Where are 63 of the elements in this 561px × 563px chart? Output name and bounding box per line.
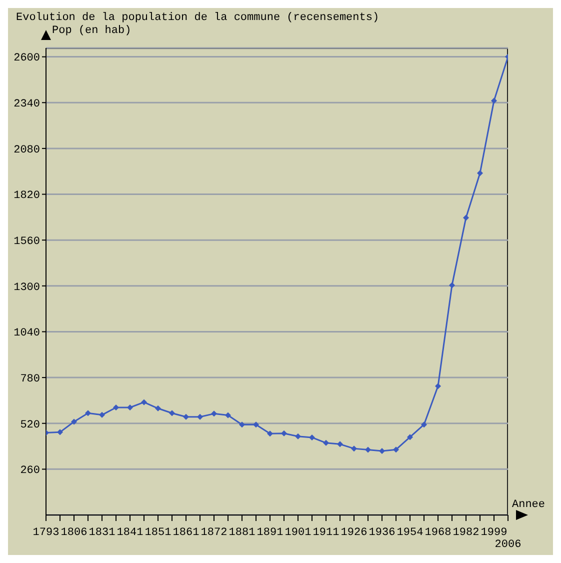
- point: [421, 422, 427, 428]
- point: [211, 410, 217, 417]
- x-tick-label: 1936: [368, 527, 396, 539]
- y-tick-label: 2080: [14, 144, 40, 156]
- point: [393, 446, 399, 453]
- point: [281, 430, 287, 436]
- point: [449, 282, 455, 288]
- x-tick-label: 1861: [172, 527, 200, 539]
- point: [337, 441, 343, 448]
- y-tick-label: 520: [20, 419, 40, 432]
- x-tick-label: 1926: [340, 527, 368, 539]
- y-tick-label: 1300: [14, 282, 40, 294]
- point: [365, 446, 371, 453]
- x-tick-label: 1954: [396, 527, 424, 539]
- x-tick-label: 1851: [144, 527, 172, 539]
- x-tick-label: 1841: [116, 527, 144, 539]
- x-tick-label: 1891: [256, 527, 284, 539]
- point: [141, 399, 147, 406]
- point: [155, 405, 161, 412]
- point: [323, 440, 329, 446]
- point: [71, 418, 77, 425]
- x-tick-label: 1831: [88, 527, 116, 539]
- point: [435, 383, 441, 390]
- x-tick-label: 1911: [312, 527, 340, 539]
- point: [225, 412, 231, 418]
- point: [57, 429, 63, 436]
- point: [239, 422, 245, 428]
- point: [127, 404, 133, 410]
- point: [463, 214, 469, 221]
- x-tick-label: 1806: [60, 527, 88, 539]
- point: [197, 414, 203, 420]
- y-tick-label: 2600: [14, 52, 40, 65]
- y-tick-label: 2340: [14, 98, 40, 111]
- point: [253, 422, 259, 428]
- point: [351, 446, 357, 452]
- chart-title: Evolution de la population de la commune (recensements): [16, 12, 380, 24]
- y-tick-label: 780: [20, 373, 40, 386]
- point: [113, 404, 119, 410]
- x-tick-label: 1901: [284, 527, 312, 539]
- y-tick-label: 1820: [14, 190, 40, 202]
- point: [309, 434, 315, 440]
- x-tick-label: 1793: [32, 527, 60, 539]
- point: [183, 414, 189, 420]
- x-tick-label: 1881: [228, 527, 256, 539]
- y-tick-label: 1560: [14, 236, 40, 248]
- x-tick-label: 1872: [200, 527, 228, 539]
- point: [169, 410, 175, 416]
- point: [99, 412, 105, 418]
- x-axis-title: Annee: [512, 499, 546, 511]
- y-axis-title: Pop (en hab): [52, 25, 132, 37]
- y-tick-label: 260: [20, 465, 40, 478]
- x-tick-label: 1999: [480, 527, 508, 539]
- point: [85, 410, 91, 416]
- y-tick-label: 1040: [14, 328, 40, 340]
- point: [407, 434, 413, 440]
- point: [477, 170, 483, 176]
- x-tick-label: 1968: [424, 527, 452, 539]
- x-tick-label: 2006: [494, 539, 522, 551]
- point: [267, 430, 273, 437]
- point: [491, 98, 497, 104]
- x-tick-label: 1982: [452, 527, 480, 539]
- point: [295, 433, 301, 440]
- point: [379, 448, 385, 454]
